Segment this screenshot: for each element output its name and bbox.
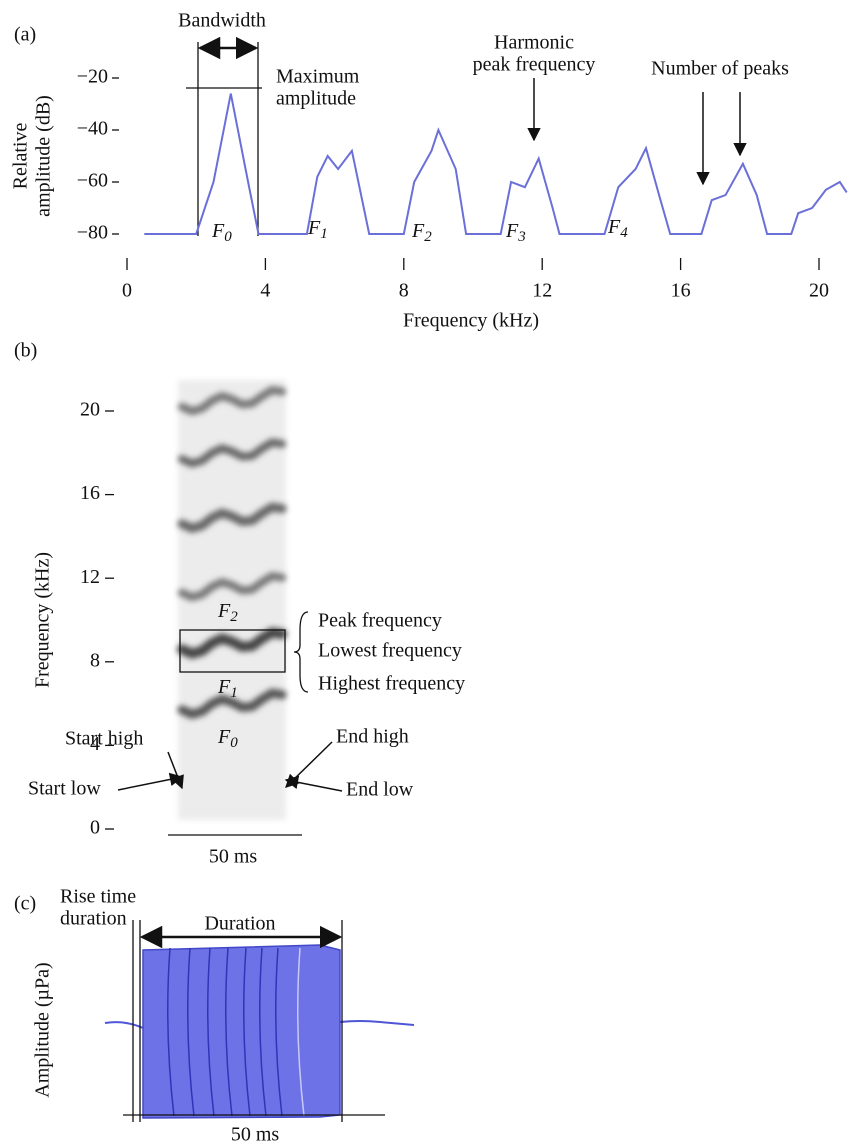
formant-label: F0 xyxy=(217,726,238,752)
waveform-cycle xyxy=(187,947,195,1117)
annotation: amplitude xyxy=(276,88,356,110)
time-scale-label: 50 ms xyxy=(231,1124,280,1143)
y-tick-label: 8 xyxy=(90,649,100,671)
x-tick-label: 12 xyxy=(532,280,552,302)
waveform-cycle xyxy=(297,947,305,1117)
formant-letter: F xyxy=(411,220,425,242)
y-tick-label: 20 xyxy=(80,399,100,421)
harmonic-band xyxy=(178,571,286,602)
brace xyxy=(293,611,309,693)
x-axis-label: Frequency (kHz) xyxy=(403,310,539,332)
x-tick-label: 20 xyxy=(809,280,829,302)
y-axis-label: Amplitude (µPa) xyxy=(32,962,54,1097)
waveform-cycle xyxy=(259,947,267,1117)
y-tick-label: −60 xyxy=(77,170,108,192)
x-tick-label: 4 xyxy=(260,280,270,302)
contour-label: End high xyxy=(336,726,409,748)
y-axis-label: Frequency (kHz) xyxy=(32,552,54,688)
y-axis-label: Relative xyxy=(10,123,32,190)
annotation: Duration xyxy=(204,913,275,935)
harmonic-band xyxy=(178,438,286,468)
harmonic-band xyxy=(177,688,287,720)
formant-letter: F xyxy=(217,676,231,698)
annotation: Bandwidth xyxy=(178,10,266,32)
formant-index: 0 xyxy=(230,735,238,751)
harmonic-band xyxy=(178,385,286,416)
formant-label: F1 xyxy=(217,676,238,702)
measure-box xyxy=(179,629,286,673)
formant-letter: F xyxy=(307,217,321,239)
y-tick-label: 4 xyxy=(90,733,100,755)
formant-letter: F xyxy=(607,216,621,238)
harmonic-band xyxy=(177,502,287,534)
formant-index: 2 xyxy=(424,229,432,245)
spectrum-line xyxy=(144,93,848,235)
contour-label: Start high xyxy=(65,728,143,750)
y-tick-label: 12 xyxy=(80,566,100,588)
arrow xyxy=(284,775,343,792)
formant-index: 1 xyxy=(230,685,238,701)
waveform xyxy=(142,944,341,1119)
annotation: duration xyxy=(60,908,127,930)
annotation-lines xyxy=(186,36,747,236)
y-tick-label: −40 xyxy=(77,118,108,140)
y-tick-label: 0 xyxy=(90,817,100,839)
y-axis-label: amplitude (dB) xyxy=(33,95,55,217)
y-tick-label: −80 xyxy=(77,222,108,244)
formant-label: F2 xyxy=(217,600,238,626)
waveform-cycle xyxy=(243,947,251,1117)
waveform-cycle xyxy=(225,947,233,1117)
formant-label: F4 xyxy=(607,216,628,242)
annotation: Maximum xyxy=(276,66,360,88)
formant-index: 1 xyxy=(320,226,328,242)
y-tick-label: 16 xyxy=(80,482,100,504)
waveform-cycle xyxy=(207,947,215,1117)
y-tick-label: −20 xyxy=(77,66,108,88)
formant-letter: F xyxy=(217,726,231,748)
measure-label: Highest frequency xyxy=(318,673,465,695)
annotation: Harmonic xyxy=(494,32,574,54)
x-tick-label: 0 xyxy=(122,280,132,302)
formant-index: 0 xyxy=(224,229,232,245)
formant-label: F1 xyxy=(307,217,328,243)
annotation: peak frequency xyxy=(473,54,596,76)
measure-label: Peak frequency xyxy=(318,610,442,632)
time-scale-label: 50 ms xyxy=(209,846,258,868)
annotation: Rise time xyxy=(60,886,136,908)
contour-label: End low xyxy=(346,779,414,801)
formant-label: F2 xyxy=(411,220,432,246)
waveform-cycle xyxy=(167,947,175,1117)
formant-label: F0 xyxy=(211,220,232,246)
formant-index: 3 xyxy=(517,229,526,245)
contour-label: Start low xyxy=(28,778,101,800)
formant-letter: F xyxy=(211,220,225,242)
annotation: Number of peaks xyxy=(651,58,789,80)
measure-label: Lowest frequency xyxy=(318,640,462,662)
x-tick-label: 8 xyxy=(399,280,409,302)
x-tick-label: 16 xyxy=(671,280,691,302)
arrow xyxy=(285,741,333,788)
formant-index: 4 xyxy=(620,225,628,241)
panel-label: (c) xyxy=(14,893,36,915)
formant-letter: F xyxy=(505,220,519,242)
formant-label: F3 xyxy=(505,220,526,246)
waveform-cycle xyxy=(275,947,283,1117)
arrow xyxy=(117,772,184,791)
harmonic-band xyxy=(177,627,287,659)
panel-label: (a) xyxy=(14,24,36,46)
formant-letter: F xyxy=(217,600,231,622)
formant-index: 2 xyxy=(230,609,238,625)
panel-label: (b) xyxy=(14,340,37,362)
